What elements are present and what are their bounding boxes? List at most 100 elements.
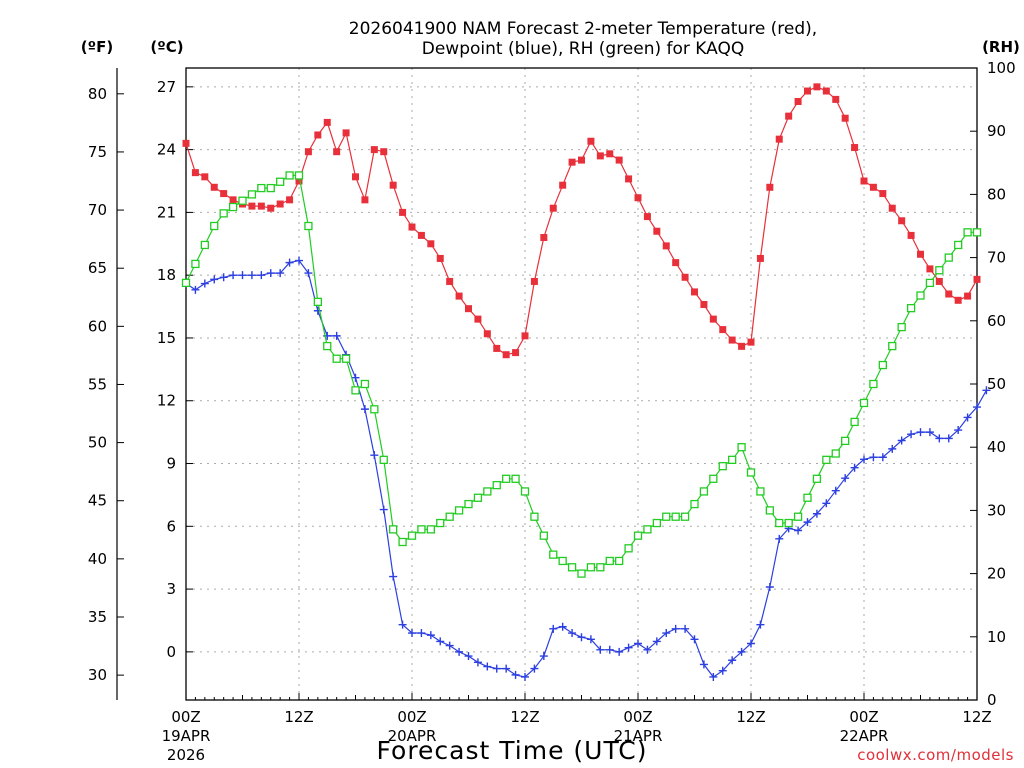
rh-point bbox=[822, 455, 831, 464]
dewpoint-point bbox=[210, 275, 219, 284]
dewpoint-point bbox=[238, 271, 247, 280]
temperature-point bbox=[342, 129, 350, 137]
temperature-point bbox=[295, 177, 303, 185]
rh-point bbox=[850, 417, 859, 427]
time-tick-label: 00Z bbox=[397, 708, 426, 726]
rh-point bbox=[304, 221, 313, 231]
temperature-point bbox=[408, 223, 416, 231]
rh-point bbox=[210, 221, 219, 231]
rh-point bbox=[615, 556, 624, 566]
rh-tick-label: 70 bbox=[987, 249, 1006, 267]
temperature-point bbox=[521, 332, 529, 340]
temperature-point bbox=[851, 144, 859, 152]
temperature-point bbox=[559, 181, 567, 189]
credit-link[interactable]: coolwx.com/models bbox=[857, 746, 1014, 764]
rh-point bbox=[643, 525, 652, 534]
rh-point bbox=[935, 266, 944, 275]
temperature-point bbox=[210, 183, 218, 191]
temperature-point bbox=[672, 259, 680, 267]
rh-point bbox=[285, 171, 294, 180]
dewpoint-point bbox=[417, 629, 426, 638]
temperature-point bbox=[540, 234, 548, 242]
rh-point bbox=[577, 569, 586, 578]
dewpoint-point bbox=[681, 624, 690, 633]
temperature-point bbox=[747, 338, 755, 346]
rh-point bbox=[502, 474, 511, 483]
temperature-point bbox=[964, 292, 972, 300]
rh-point bbox=[633, 531, 643, 540]
dewpoint-point bbox=[624, 643, 633, 652]
dewpoint-point bbox=[351, 373, 360, 382]
rh-tick-label: 20 bbox=[987, 565, 1006, 583]
fahrenheit-axis: 80 75 70 65 60 55 50 45 40 35 30 bbox=[88, 68, 124, 700]
temperature-point bbox=[700, 300, 708, 308]
rh-point bbox=[313, 297, 322, 306]
temperature-point bbox=[634, 194, 642, 202]
dewpoint-point bbox=[897, 436, 906, 445]
temperature-point bbox=[380, 148, 388, 156]
dewpoint-point bbox=[389, 572, 398, 581]
time-tick-year: 2026 bbox=[167, 746, 205, 764]
dewpoint-point bbox=[907, 430, 916, 439]
fahrenheit-unit-label: (ºF) bbox=[81, 38, 113, 56]
temperature-point bbox=[286, 196, 294, 204]
dewpoint-line bbox=[185, 259, 987, 678]
fahrenheit-tick-label: 40 bbox=[88, 550, 107, 568]
dewpoint-series bbox=[182, 256, 991, 681]
dewpoint-point bbox=[982, 386, 991, 395]
temperature-point bbox=[465, 305, 472, 313]
rh-point bbox=[454, 506, 464, 515]
temperature-point bbox=[455, 292, 463, 300]
rh-tick-label: 80 bbox=[987, 185, 1006, 203]
rh-point bbox=[718, 462, 727, 471]
rh-point bbox=[360, 379, 370, 389]
rh-point bbox=[407, 531, 417, 540]
rh-point bbox=[690, 499, 699, 509]
temperature-point bbox=[813, 83, 821, 91]
rh-point bbox=[765, 506, 774, 515]
dewpoint-point bbox=[973, 403, 981, 412]
dewpoint-point bbox=[662, 629, 671, 638]
temperature-point bbox=[314, 131, 322, 139]
temperature-point bbox=[446, 277, 454, 285]
dewpoint-point bbox=[304, 269, 313, 278]
dewpoint-point bbox=[483, 662, 492, 671]
fahrenheit-tick-label: 70 bbox=[88, 201, 107, 219]
temperature-point bbox=[182, 139, 190, 147]
rh-point bbox=[238, 196, 247, 205]
time-tick-label: 00Z bbox=[623, 708, 652, 726]
dewpoint-point bbox=[954, 426, 963, 435]
rh-point bbox=[680, 512, 690, 521]
temperature-point bbox=[935, 277, 943, 285]
temperature-point bbox=[587, 137, 595, 145]
dewpoint-point bbox=[690, 635, 699, 644]
temperature-point bbox=[841, 114, 849, 122]
celsius-tick-label: 9 bbox=[166, 455, 176, 473]
chart-title-line2: Dewpoint (blue), RH (green) for KAQQ bbox=[422, 39, 745, 59]
rh-point bbox=[464, 499, 473, 509]
temperature-point bbox=[822, 87, 830, 95]
temperature-point bbox=[709, 315, 717, 323]
rh-point bbox=[257, 183, 266, 193]
rh-point bbox=[492, 480, 501, 490]
dewpoint-point bbox=[502, 664, 511, 673]
time-tick-date: 22APR bbox=[840, 727, 889, 745]
dewpoint-point bbox=[888, 444, 897, 453]
time-tick-label: 12Z bbox=[736, 708, 765, 726]
dewpoint-point bbox=[473, 658, 482, 667]
rh-point bbox=[341, 354, 351, 363]
dewpoint-point bbox=[511, 670, 520, 679]
rh-point bbox=[944, 253, 953, 262]
fahrenheit-tick-label: 80 bbox=[88, 85, 107, 103]
celsius-tick-label: 12 bbox=[157, 392, 176, 410]
dewpoint-point bbox=[313, 306, 322, 315]
dewpoint-point bbox=[445, 641, 454, 650]
temperature-point bbox=[530, 277, 538, 285]
temperature-point bbox=[945, 290, 953, 298]
rh-point bbox=[530, 512, 539, 521]
rh-point bbox=[746, 468, 756, 477]
time-tick-date: 21APR bbox=[614, 727, 663, 745]
dewpoint-point bbox=[332, 331, 341, 340]
